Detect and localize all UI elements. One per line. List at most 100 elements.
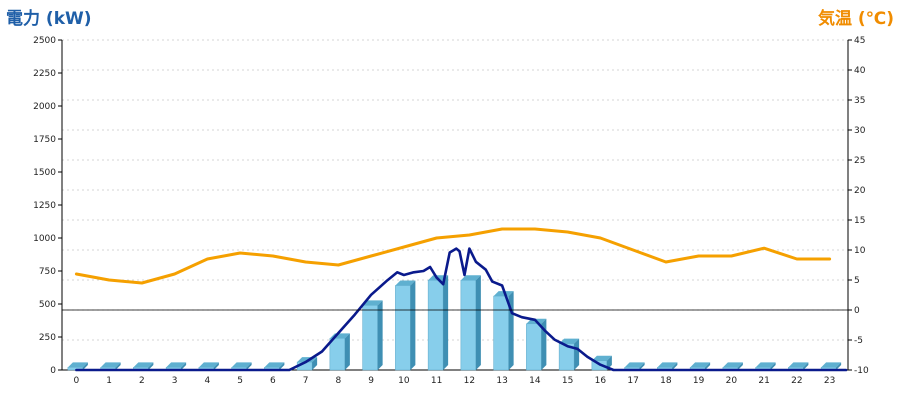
x-tick-label: 20 (726, 376, 738, 386)
bar-top (788, 362, 809, 368)
bar-face (427, 279, 444, 371)
bar (722, 362, 743, 371)
bar-top (133, 362, 154, 368)
x-tick-label: 4 (205, 376, 211, 386)
right-tick-label: 25 (854, 156, 865, 166)
x-tick-label: 19 (693, 376, 705, 386)
bar-top (657, 362, 678, 368)
bar (558, 338, 580, 371)
right-tick-label: 40 (854, 66, 866, 76)
power-line (75, 247, 848, 372)
bar-top (559, 338, 580, 344)
bar-side (148, 362, 154, 370)
bar-side (344, 333, 350, 370)
x-tick-label: 23 (824, 376, 835, 386)
grid-lines (62, 39, 848, 341)
bar-top (231, 362, 252, 368)
bar-side (770, 362, 776, 370)
bar (362, 300, 383, 371)
x-tick-label: 5 (237, 376, 243, 386)
bar-side (410, 280, 416, 370)
bar-side (377, 300, 383, 370)
bar-side (639, 362, 645, 370)
bar (460, 275, 481, 371)
bar-side (737, 362, 743, 370)
axes (58, 39, 852, 371)
x-tick-label: 21 (758, 376, 769, 386)
bar (526, 318, 547, 371)
left-tick-label: 0 (50, 366, 56, 376)
bar-side (246, 362, 252, 370)
right-tick-label: 15 (854, 216, 865, 226)
bar-top (166, 362, 187, 368)
x-tick-label: 7 (303, 376, 309, 386)
right-tick-label: 30 (854, 126, 866, 136)
right-tick-label: 0 (854, 306, 860, 316)
x-tick-label: 10 (398, 376, 410, 386)
bar-top (395, 280, 416, 286)
left-tick-label: 1250 (33, 201, 56, 211)
bar-side (803, 362, 809, 370)
bar-top (67, 362, 88, 368)
bar-side (213, 362, 219, 370)
bar-top (690, 362, 711, 368)
left-tick-label: 2250 (33, 69, 56, 79)
left-tick-label: 750 (39, 267, 56, 277)
bar-side (672, 362, 678, 370)
left-tick-label: 250 (39, 333, 56, 343)
bar-side (115, 362, 121, 370)
x-tick-label: 9 (368, 376, 374, 386)
right-tick-label: 5 (854, 276, 860, 286)
left-tick-label: 2000 (33, 102, 56, 112)
left-tick-label: 500 (39, 300, 56, 310)
bar-face (493, 295, 509, 371)
bar (67, 362, 88, 371)
bar-series (67, 275, 842, 371)
left-tick-label: 2500 (33, 36, 56, 46)
x-tick-label: 3 (172, 376, 178, 386)
bar (427, 275, 449, 371)
bar (395, 280, 416, 371)
bar-top (198, 362, 219, 368)
bar-top (722, 362, 743, 368)
bar-side (574, 338, 580, 370)
x-tick-label: 12 (464, 376, 475, 386)
bar-top (821, 362, 842, 368)
bar (755, 362, 776, 371)
bar-face (329, 338, 346, 371)
bar-face (526, 323, 542, 371)
right-tick-label: -5 (854, 336, 863, 346)
bar-side (705, 362, 711, 370)
x-tick-label: 8 (336, 376, 342, 386)
right-axis-title: 気温 (℃) (817, 9, 894, 29)
bar-face (395, 285, 411, 371)
bar-face (460, 279, 477, 371)
bar (100, 362, 121, 371)
x-tick-label: 6 (270, 376, 276, 386)
right-tick-label: 45 (854, 36, 865, 46)
bar (165, 362, 187, 371)
x-tick-label: 0 (74, 376, 80, 386)
bar-side (82, 362, 88, 370)
x-tick-label: 2 (139, 376, 145, 386)
left-tick-label: 1000 (33, 234, 56, 244)
x-tick-label: 16 (595, 376, 607, 386)
right-tick-label: 10 (854, 246, 866, 256)
right-tick-label: 35 (854, 96, 865, 106)
right-tick-label: 20 (854, 186, 866, 196)
x-tick-label: 17 (627, 376, 638, 386)
bar-top (264, 362, 285, 368)
bar (657, 362, 678, 371)
bar-side (312, 357, 318, 370)
bar-side (443, 275, 449, 370)
bar-side (279, 362, 285, 370)
x-tick-label: 13 (496, 376, 507, 386)
bar-side (836, 362, 842, 370)
x-tick-label: 22 (791, 376, 802, 386)
x-tick-label: 15 (562, 376, 573, 386)
bar-top (624, 362, 645, 368)
line-series (62, 227, 848, 372)
x-tick-label: 1 (106, 376, 112, 386)
left-tick-label: 1750 (33, 135, 56, 145)
bar (493, 291, 514, 371)
